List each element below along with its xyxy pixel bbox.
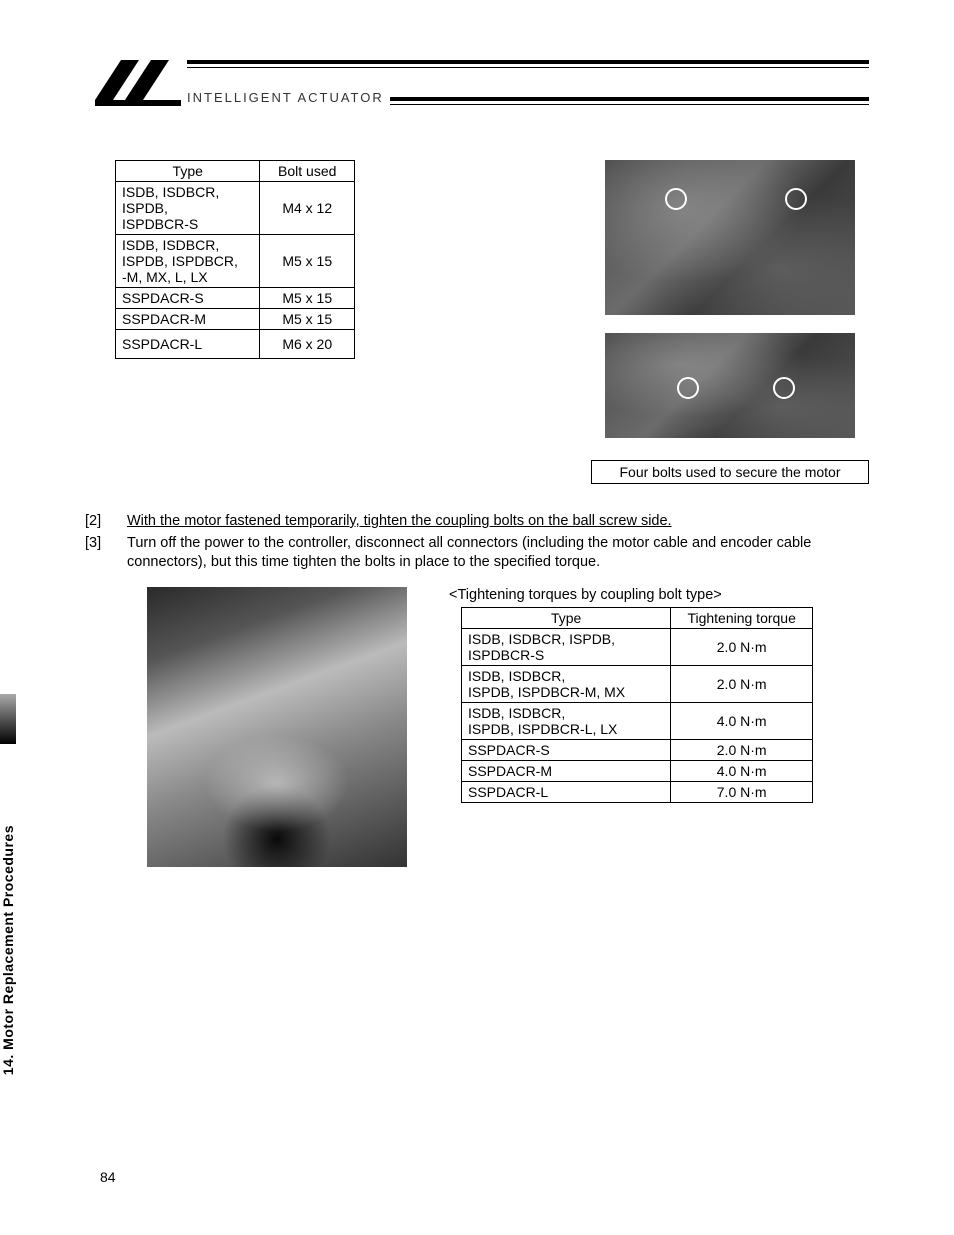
torque-spec-table: Type Tightening torque ISDB, ISDBCR, ISP…: [461, 607, 813, 803]
step-number: [3]: [85, 534, 111, 573]
side-accent-bar: [0, 694, 16, 744]
table-row: ISDB, ISDBCR, ISPDB, ISPDBCR-S M4 x 12: [116, 182, 355, 235]
table-row: ISDB, ISDBCR, ISPDB, ISPDBCR-M, MX 2.0 N…: [462, 665, 813, 702]
brand-logo-icon: [95, 60, 181, 110]
col-header-type: Type: [116, 161, 260, 182]
bolt-spec-table: Type Bolt used ISDB, ISDBCR, ISPDB, ISPD…: [115, 160, 355, 359]
table-row: SSPDACR-S 2.0 N·m: [462, 739, 813, 760]
table-row: SSPDACR-S M5 x 15: [116, 288, 355, 309]
coupling-photo: [147, 587, 407, 867]
step-text: With the motor fastened temporarily, tig…: [127, 513, 672, 529]
table-row: ISDB, ISDBCR, ISPDB, ISPDBCR, -M, MX, L,…: [116, 235, 355, 288]
table-row: SSPDACR-L M6 x 20: [116, 330, 355, 359]
page-number: 84: [100, 1169, 116, 1185]
table-row: SSPDACR-M M5 x 15: [116, 309, 355, 330]
brand-label: INTELLIGENT ACTUATOR: [187, 90, 384, 105]
motor-photo-bottom: [605, 333, 855, 438]
table-row: SSPDACR-L 7.0 N·m: [462, 781, 813, 802]
image-caption: Four bolts used to secure the motor: [591, 460, 869, 484]
table-row: Type Tightening torque: [462, 607, 813, 628]
step-number: [2]: [85, 512, 111, 532]
table-row: SSPDACR-M 4.0 N·m: [462, 760, 813, 781]
motor-photo-top: [605, 160, 855, 315]
page-header: INTELLIGENT ACTUATOR: [85, 60, 869, 105]
step-item: [2] With the motor fastened temporarily,…: [85, 512, 869, 532]
col-header-type: Type: [462, 607, 671, 628]
table-row: ISDB, ISDBCR, ISPDB, ISPDBCR-S 2.0 N·m: [462, 628, 813, 665]
table-row: Type Bolt used: [116, 161, 355, 182]
col-header-torque: Tightening torque: [671, 607, 813, 628]
step-text: Turn off the power to the controller, di…: [127, 534, 869, 573]
section-side-label: 14. Motor Replacement Procedures: [0, 825, 16, 1075]
torque-table-heading: <Tightening torques by coupling bolt typ…: [449, 587, 869, 603]
col-header-bolt: Bolt used: [260, 161, 355, 182]
table-row: ISDB, ISDBCR, ISPDB, ISPDBCR-L, LX 4.0 N…: [462, 702, 813, 739]
step-item: [3] Turn off the power to the controller…: [85, 534, 869, 573]
